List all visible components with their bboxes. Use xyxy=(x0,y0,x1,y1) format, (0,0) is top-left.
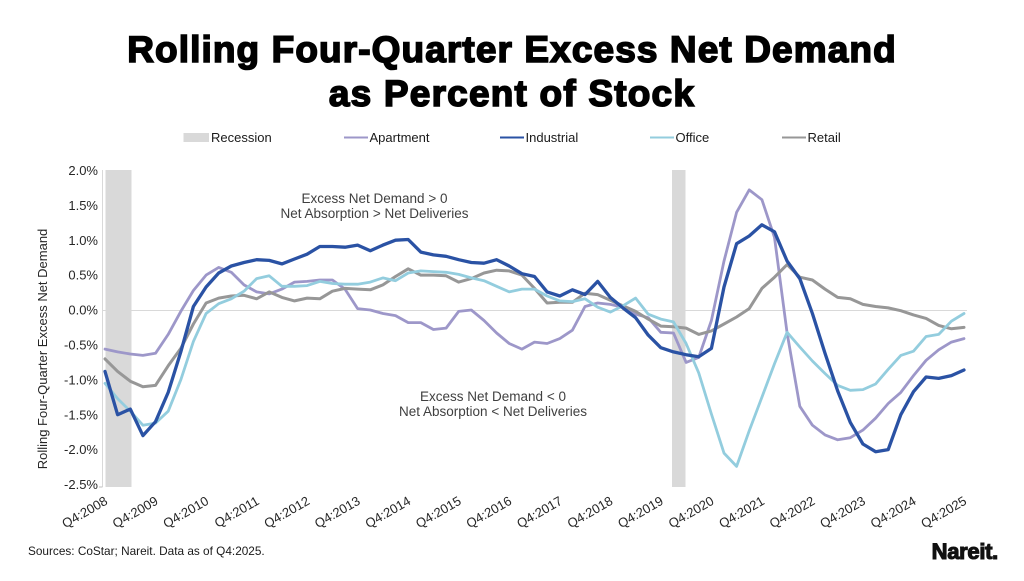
svg-text:Retail: Retail xyxy=(808,130,841,145)
svg-text:-2.5%: -2.5% xyxy=(64,477,98,492)
svg-text:-0.5%: -0.5% xyxy=(64,338,98,353)
svg-text:-1.5%: -1.5% xyxy=(64,407,98,422)
svg-text:1.0%: 1.0% xyxy=(68,233,98,248)
svg-text:Apartment: Apartment xyxy=(370,130,430,145)
svg-text:1.5%: 1.5% xyxy=(68,198,98,213)
svg-text:Net Absorption > Net Deliverie: Net Absorption > Net Deliveries xyxy=(281,206,469,221)
svg-text:Net Absorption < Net Deliverie: Net Absorption < Net Deliveries xyxy=(399,404,587,419)
svg-text:Nareit.: Nareit. xyxy=(932,539,998,564)
svg-text:as Percent of Stock: as Percent of Stock xyxy=(329,73,695,114)
svg-text:0.0%: 0.0% xyxy=(68,303,98,318)
svg-text:-2.0%: -2.0% xyxy=(64,442,98,457)
svg-text:Rolling Four-Quarter Excess Ne: Rolling Four-Quarter Excess Net Demand xyxy=(127,29,897,70)
svg-text:Recession: Recession xyxy=(211,130,272,145)
svg-text:2.0%: 2.0% xyxy=(68,163,98,178)
svg-text:Industrial: Industrial xyxy=(526,130,579,145)
svg-text:Excess Net Demand < 0: Excess Net Demand < 0 xyxy=(420,389,566,404)
svg-text:Sources: CoStar; Nareit. Data: Sources: CoStar; Nareit. Data as of Q4:2… xyxy=(28,544,265,558)
svg-text:0.5%: 0.5% xyxy=(68,268,98,283)
svg-text:Rolling Four-Quarter Excess Ne: Rolling Four-Quarter Excess Net Demand xyxy=(35,229,50,470)
svg-text:-1.0%: -1.0% xyxy=(64,372,98,387)
svg-text:Excess Net Demand > 0: Excess Net Demand > 0 xyxy=(302,191,448,206)
svg-text:Office: Office xyxy=(676,130,710,145)
